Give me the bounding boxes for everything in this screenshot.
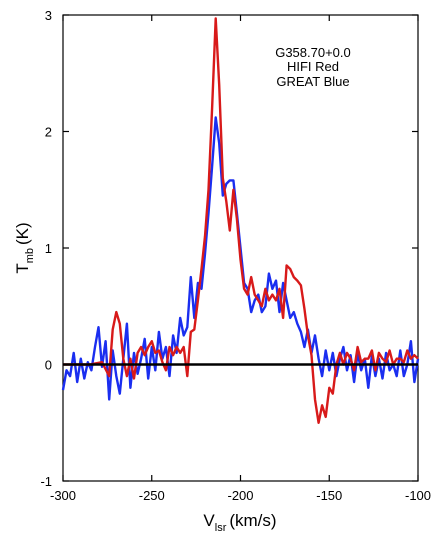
ticks-layer: -300 -250 -200 -150 -100 -1 0 1 2 3 (40, 8, 431, 503)
annotation-line-3: GREAT Blue (276, 74, 349, 89)
y-axis-title-sub: mb (24, 248, 36, 263)
y-tick-label-0: -1 (40, 474, 52, 489)
y-axis-title-unit: (K) (13, 222, 32, 245)
x-tick-label-0: -300 (50, 488, 76, 503)
x-tick-label-1: -250 (139, 488, 165, 503)
y-tick-label-2: 1 (45, 241, 52, 256)
x-tick-label-4: -100 (405, 488, 431, 503)
y-axis-title: Tmb (K) (13, 222, 36, 273)
x-axis-title: Vlsr (km/s) (203, 511, 276, 534)
x-axis-title-sub: lsr (215, 522, 227, 534)
x-axis-title-unit: (km/s) (229, 511, 276, 530)
y-tick-label-3: 2 (45, 125, 52, 140)
series-line-2 (63, 17, 419, 424)
x-axis-title-main: V (203, 511, 215, 530)
annotation-line-2: HIFI Red (287, 59, 339, 74)
y-axis-title-main: T (13, 263, 32, 273)
y-tick-label-4: 3 (45, 8, 52, 23)
annotation-line-1: G358.70+0.0 (275, 45, 351, 60)
x-tick-label-3: -150 (316, 488, 342, 503)
x-tick-label-2: -200 (227, 488, 253, 503)
y-tick-label-1: 0 (45, 358, 52, 373)
series-layer (61, 17, 420, 424)
